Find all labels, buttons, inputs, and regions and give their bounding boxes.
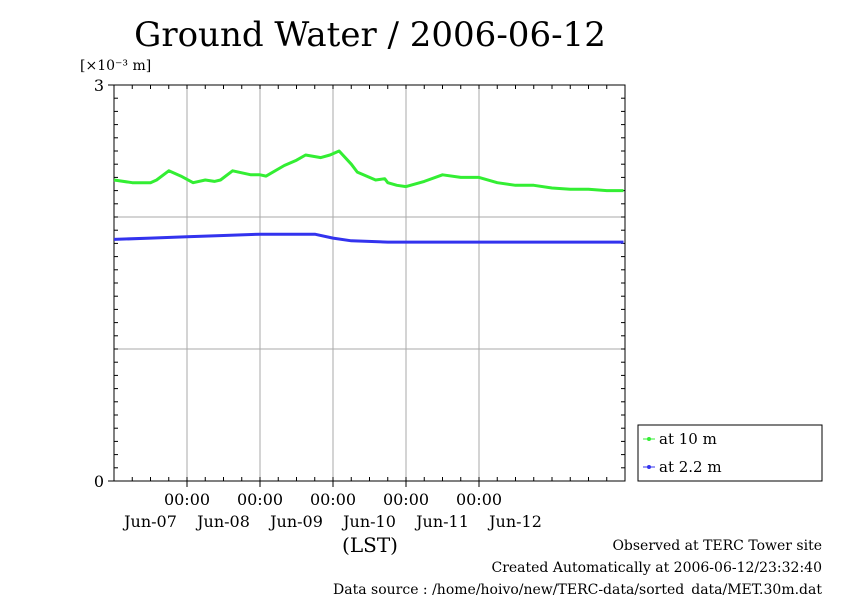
footer-observed: Observed at TERC Tower site [612,538,822,554]
legend-box [637,424,823,482]
series-lines [113,149,624,244]
x-date-label: Jun-10 [341,512,396,531]
footer-source: Data source : /home/hoivo/new/TERC-data/… [333,582,822,595]
x-tick-label: 00:00 [383,490,429,509]
legend-label: at 10 m [659,430,717,448]
x-date-label: Jun-08 [195,512,250,531]
grid [114,85,625,481]
y-tick-label: 0 [94,472,104,491]
legend: at 10 m at 2.2 m [637,424,823,482]
series-line-1 [113,149,624,193]
x-date-label: Jun-11 [414,512,469,531]
footer-created: Created Automatically at 2006-06-12/23:3… [491,560,822,576]
x-tick-label: 00:00 [237,490,283,509]
x-date-label: Jun-09 [268,512,323,531]
legend-marker [647,437,651,441]
x-axis-label: (LST) [342,533,398,557]
x-tick-label: 00:00 [456,490,502,509]
legend-marker [647,465,651,469]
x-date-label: Jun-07 [122,512,177,531]
x-tick-label: 00:00 [164,490,210,509]
x-date-label: Jun-12 [487,512,542,531]
y-unit-label: [×10⁻³ m] [80,58,151,74]
x-tick-label: 00:00 [310,490,356,509]
series-line-2 [113,232,624,244]
y-axis: 03 [94,76,625,491]
legend-label: at 2.2 m [659,458,722,476]
plot-frame [113,84,626,482]
x-axis: 00:00 00:00 00:00 00:00 00:00 Jun-07 Jun-08 Jun… [122,85,608,531]
chart-title: Ground Water / 2006-06-12 [134,15,606,55]
y-tick-label: 3 [94,76,104,95]
